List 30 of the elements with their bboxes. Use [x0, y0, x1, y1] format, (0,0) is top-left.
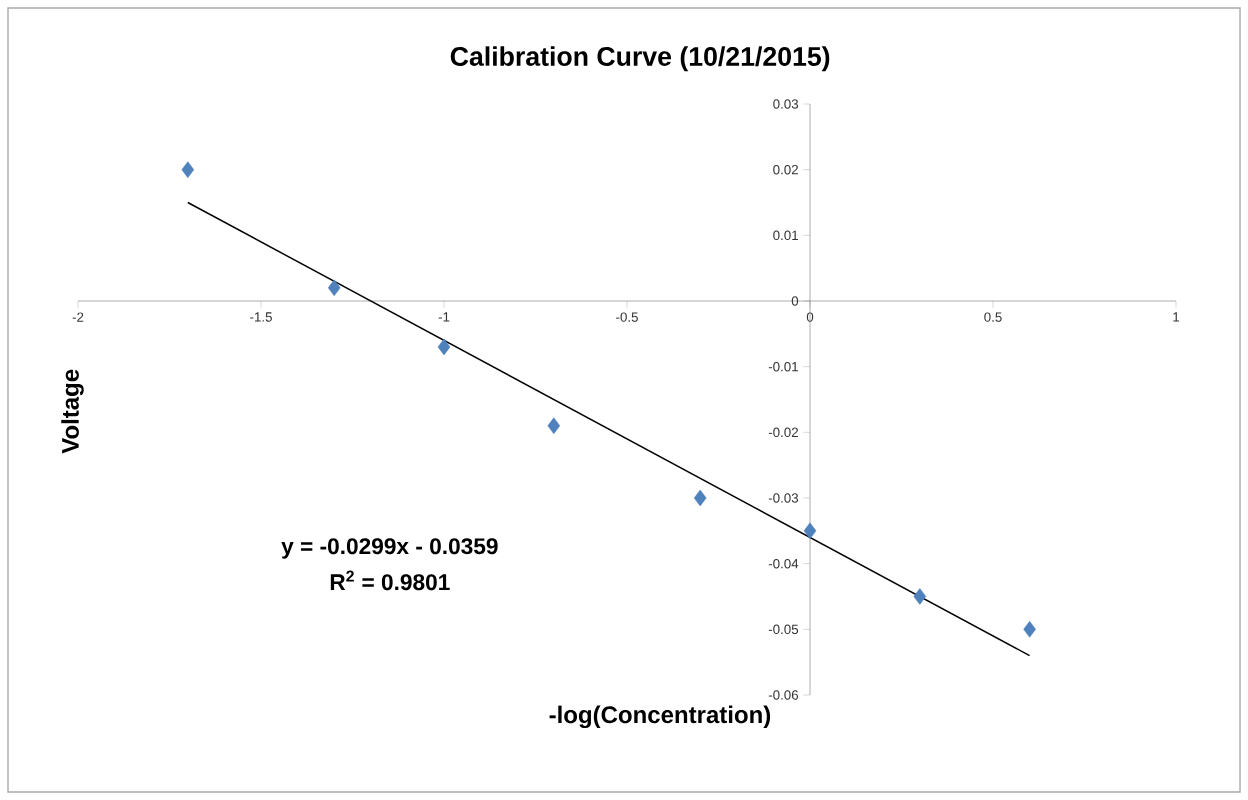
x-tick-label: -1.5	[250, 312, 272, 322]
annotation: y = -0.0299x - 0.0359	[281, 538, 498, 559]
point	[913, 588, 927, 605]
point	[547, 417, 561, 435]
chart-title: Calibration Curve (10/21/2015)	[450, 46, 830, 72]
annotation: R$^{2}$ = 0.9801	[330, 570, 450, 591]
x-tick-label: -2	[72, 312, 84, 322]
point	[181, 161, 195, 178]
x-tick-label: 0.5	[984, 312, 1002, 322]
y-tick-label: -0.01	[768, 361, 798, 372]
point	[437, 338, 451, 356]
x-tick-label: 0	[806, 312, 814, 322]
x-tick-label: -1	[438, 312, 450, 322]
point	[327, 279, 341, 297]
y-tick-label: -0.04	[768, 558, 799, 569]
x-axis-title: -log(Concentration)	[549, 705, 771, 729]
y-tick-label: 0.03	[773, 99, 799, 109]
x-tick-label: 1	[1173, 312, 1180, 322]
y-tick-label: 0.02	[773, 164, 798, 175]
y-tick-label: -0.02	[768, 427, 798, 438]
y-tick-label: 0	[791, 296, 799, 306]
y-tick-label: -0.05	[768, 624, 799, 635]
point	[803, 522, 817, 540]
point	[1023, 621, 1036, 638]
y-tick-label: 0.01	[773, 230, 798, 241]
y-axis-title: Voltage	[61, 369, 84, 454]
y-tick-label: -0.06	[768, 690, 799, 700]
x-tick-label: -0.5	[616, 312, 638, 322]
point	[693, 489, 707, 507]
y-tick-label: -0.03	[768, 493, 799, 503]
